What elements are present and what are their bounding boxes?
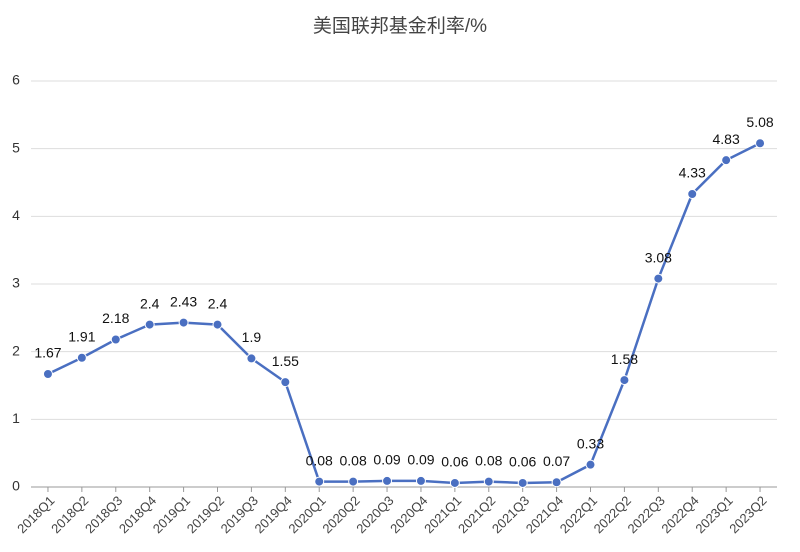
- data-label: 0.33: [577, 435, 604, 451]
- data-label: 1.91: [68, 328, 95, 344]
- point: [619, 375, 630, 386]
- point: [415, 475, 426, 486]
- point: [382, 475, 393, 486]
- point: [687, 189, 698, 200]
- data-label: 1.67: [34, 345, 61, 361]
- point: [585, 459, 596, 470]
- y-tick-label: 0: [12, 478, 20, 494]
- point: [42, 368, 53, 379]
- data-label: 0.08: [306, 452, 333, 468]
- y-tick-label: 2: [12, 342, 20, 358]
- point: [348, 476, 359, 487]
- data-label: 2.18: [102, 310, 129, 326]
- y-tick-label: 5: [12, 139, 20, 155]
- data-label: 0.06: [441, 454, 468, 470]
- x-tick-label: 2023Q2: [726, 493, 769, 536]
- point: [314, 476, 325, 487]
- data-label: 4.83: [713, 131, 740, 147]
- point: [755, 138, 766, 149]
- y-tick-label: 6: [12, 72, 20, 88]
- data-label: 0.08: [475, 452, 502, 468]
- data-label: 2.4: [208, 295, 228, 311]
- point: [517, 477, 528, 488]
- point: [721, 155, 732, 166]
- point: [76, 352, 87, 363]
- data-label: 1.55: [272, 353, 299, 369]
- y-tick-label: 1: [12, 410, 20, 426]
- data-label: 0.09: [407, 452, 434, 468]
- point: [144, 319, 155, 330]
- point: [110, 334, 121, 345]
- point: [246, 353, 257, 364]
- data-label: 2.43: [170, 293, 197, 309]
- data-label: 2.4: [140, 295, 160, 311]
- data-label: 1.58: [611, 351, 638, 367]
- line: [47, 142, 761, 485]
- point: [178, 317, 189, 328]
- point: [653, 273, 664, 284]
- chart-title: 美国联邦基金利率/%: [313, 15, 487, 37]
- data-label: 0.09: [373, 452, 400, 468]
- data-label: 4.33: [679, 165, 706, 181]
- data-label: 5.08: [746, 114, 773, 130]
- data-label: 3.08: [645, 249, 672, 265]
- point: [280, 377, 291, 388]
- data-label: 0.07: [543, 453, 570, 469]
- point: [449, 477, 460, 488]
- point: [551, 477, 562, 488]
- point: [212, 319, 223, 330]
- data-label: 1.9: [242, 329, 262, 345]
- data-label: 0.08: [340, 452, 367, 468]
- point: [483, 476, 494, 487]
- data-label: 0.06: [509, 454, 536, 470]
- y-tick-label: 3: [12, 275, 20, 291]
- y-tick-label: 4: [12, 207, 20, 223]
